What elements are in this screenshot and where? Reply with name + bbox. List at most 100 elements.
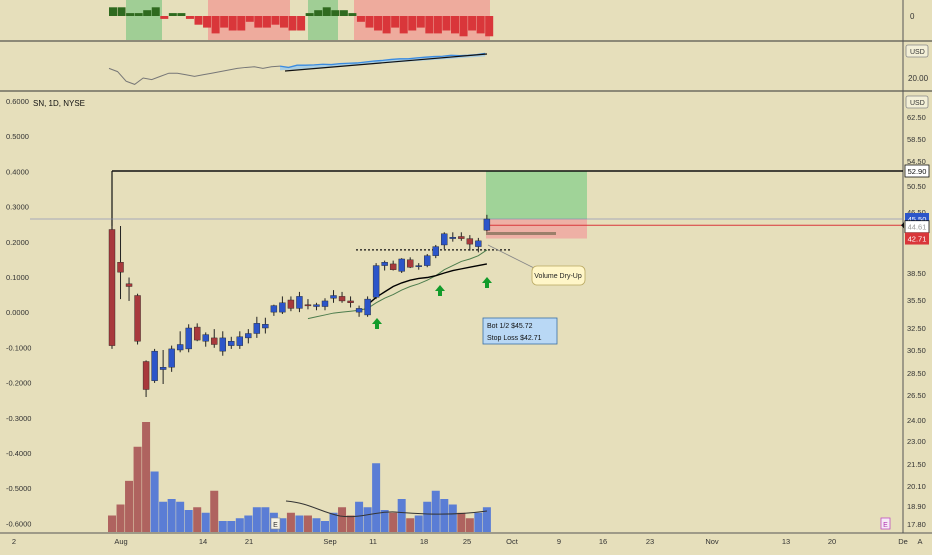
candle-body xyxy=(211,337,218,345)
price-tag-resistance: 52.90 xyxy=(908,167,927,176)
volume-bar xyxy=(380,510,389,532)
price-pointer-icon xyxy=(901,222,904,229)
volume-bar xyxy=(465,518,474,532)
volume-bar xyxy=(355,501,364,532)
histogram-bar xyxy=(399,16,408,34)
right-axis-tick: 38.50 xyxy=(907,269,926,278)
histogram-bar xyxy=(374,16,383,31)
left-axis-tick: -0.5000 xyxy=(6,484,31,493)
histogram-bar xyxy=(408,16,417,31)
candle-body xyxy=(313,304,320,307)
histogram-bar xyxy=(305,13,314,16)
rs-line-blue xyxy=(279,52,486,69)
candle-body xyxy=(253,323,261,334)
histogram-bar xyxy=(168,13,177,16)
histogram-bar xyxy=(194,16,203,25)
buy-arrow-icon xyxy=(435,285,445,296)
annotation-pointer xyxy=(487,244,541,272)
right-axis-tick: 20.10 xyxy=(907,482,926,491)
candle-body xyxy=(432,246,439,256)
left-axis-tick: 0.5000 xyxy=(6,132,29,141)
volume-bar xyxy=(227,521,236,532)
volume-bar xyxy=(167,499,176,532)
histogram-bar xyxy=(160,16,169,19)
histogram-bar xyxy=(237,16,246,31)
histogram-bar xyxy=(117,7,126,16)
candle-body xyxy=(364,298,371,316)
volume-bar xyxy=(338,507,347,532)
entry-marker-bar xyxy=(486,232,556,235)
candle-body xyxy=(108,229,116,346)
volume-bar xyxy=(423,501,432,532)
histogram-bar xyxy=(220,16,229,28)
time-axis-tick: 25 xyxy=(463,537,471,546)
volume-bar xyxy=(474,512,483,532)
histogram-bar xyxy=(433,16,442,34)
candle-body xyxy=(415,265,422,267)
volume-bar xyxy=(431,490,440,532)
left-axis-tick: -0.6000 xyxy=(6,519,31,528)
histogram-bar xyxy=(348,13,357,16)
price-tag-stop: 42.71 xyxy=(908,235,927,244)
histogram-zone-green xyxy=(308,0,338,40)
trade-entry-text: Bot 1/2 $45.72 xyxy=(487,323,533,330)
volume-bar xyxy=(448,504,457,532)
annotation-bubble xyxy=(531,265,586,286)
candle-body xyxy=(347,300,354,303)
histogram-bar xyxy=(143,10,152,16)
time-axis-tick: Nov xyxy=(705,537,719,546)
candle-body xyxy=(338,296,346,302)
histogram-bar xyxy=(442,16,451,31)
histogram-bar xyxy=(476,16,485,34)
histogram-bar xyxy=(262,16,271,28)
rs-fill-area xyxy=(280,53,486,71)
histogram-bar xyxy=(203,16,212,28)
volume-bar xyxy=(482,507,491,532)
candle-body xyxy=(330,295,337,299)
volume-bar xyxy=(312,518,321,532)
volume-bar xyxy=(329,512,338,532)
candle-body xyxy=(202,334,209,342)
volume-bar xyxy=(244,515,253,532)
trade-stop-text: Stop Loss $42.71 xyxy=(487,335,542,342)
histogram-bar xyxy=(425,16,434,34)
candle-body xyxy=(398,258,405,272)
histogram-bar xyxy=(416,16,425,28)
histogram-bar xyxy=(451,16,459,34)
time-axis-tick: 16 xyxy=(599,537,607,546)
price-tag-current: 45.50 xyxy=(908,215,927,224)
right-axis-tick: 30.50 xyxy=(907,346,926,355)
candle-body xyxy=(236,336,244,346)
candle-body xyxy=(185,327,192,350)
time-axis-tick: Sep xyxy=(323,537,336,546)
histogram-bar xyxy=(485,16,494,37)
volume-bar xyxy=(372,463,381,532)
time-axis-tick: Aug xyxy=(114,537,127,546)
histogram-bar xyxy=(314,10,323,16)
candle-body xyxy=(389,263,397,270)
left-axis-tick: -0.3000 xyxy=(6,414,31,423)
earnings-marker-icon xyxy=(880,517,891,530)
left-axis-tick: -0.1000 xyxy=(6,343,31,352)
volume-bar xyxy=(457,512,466,532)
volume-bar xyxy=(397,499,406,532)
histogram-zone-green xyxy=(126,0,162,40)
histogram-bar xyxy=(365,16,374,28)
volume-bar xyxy=(389,512,398,532)
currency-label-top: USD xyxy=(910,49,925,56)
ema-fast-line xyxy=(307,249,488,320)
volume-bar xyxy=(235,518,244,532)
time-axis-tick: A xyxy=(917,537,922,546)
candle-body xyxy=(381,262,388,266)
annotation-volume-dry-up: Volume Dry-Up xyxy=(534,273,582,280)
histogram-bar xyxy=(280,16,288,28)
volume-bar xyxy=(210,490,219,532)
time-axis-tick: 9 xyxy=(557,537,561,546)
histogram-bar xyxy=(245,16,254,22)
histogram-bar xyxy=(271,16,280,25)
histogram-bar xyxy=(382,16,391,34)
currency-badge-main xyxy=(905,95,929,109)
candle-body xyxy=(458,236,465,239)
